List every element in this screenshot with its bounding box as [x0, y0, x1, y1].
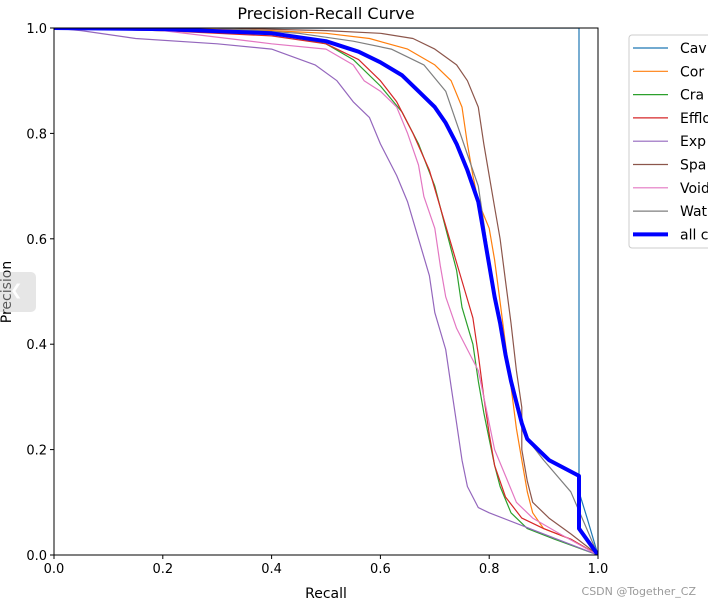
y-tick-label: 0.0	[26, 549, 47, 564]
legend-label: Cra	[680, 88, 704, 104]
plot-frame	[53, 27, 599, 556]
series-line-7	[54, 28, 598, 555]
series-line-0	[54, 28, 598, 555]
collapse-tab-button[interactable]: ❮	[0, 272, 36, 312]
series-line-3	[54, 28, 598, 555]
x-tick-label: 0.2	[152, 562, 173, 577]
legend-label: Cav	[680, 41, 707, 57]
series-line-1	[54, 28, 598, 555]
y-tick-label: 0.6	[26, 233, 47, 248]
y-tick-label: 0.4	[26, 338, 47, 353]
x-axis-label: Recall	[305, 586, 347, 602]
legend-label: Wat	[680, 204, 708, 220]
y-tick-label: 0.8	[26, 127, 47, 142]
x-tick-label: 0.4	[261, 562, 282, 577]
y-tick-label: 0.2	[26, 444, 47, 459]
watermark: CSDN @Together_CZ	[581, 585, 696, 598]
legend-label: Cor	[680, 64, 704, 80]
legend-label: Void	[680, 181, 708, 197]
y-tick-label: 1.0	[26, 22, 47, 37]
x-tick-label: 0.6	[370, 562, 391, 577]
legend: Cav Cor Cra Efflo Exp Spa Void Wat all c	[628, 34, 708, 249]
x-tick-label: 0.8	[479, 562, 500, 577]
series-line-5	[54, 28, 598, 555]
x-axis: 0.0 0.2 0.4 0.6 0.8 1.0	[44, 555, 609, 577]
series-layer	[54, 28, 598, 555]
legend-label: all c	[680, 227, 708, 243]
x-tick-label: 0.0	[44, 562, 65, 577]
legend-frame	[628, 34, 708, 249]
series-line-8	[54, 28, 598, 555]
legend-label: Efflo	[680, 111, 708, 127]
series-line-4	[54, 28, 598, 555]
chart-title: Precision-Recall Curve	[237, 4, 414, 23]
y-axis-label: Precision	[0, 261, 15, 323]
legend-label: Spa	[680, 158, 706, 174]
legend-label: Exp	[680, 134, 706, 150]
series-line-2	[54, 28, 598, 555]
x-tick-label: 1.0	[588, 562, 609, 577]
series-line-6	[54, 28, 598, 555]
y-axis: 0.0 0.2 0.4 0.6 0.8 1.0	[26, 22, 54, 564]
chevron-left-icon: ❮	[10, 281, 23, 299]
